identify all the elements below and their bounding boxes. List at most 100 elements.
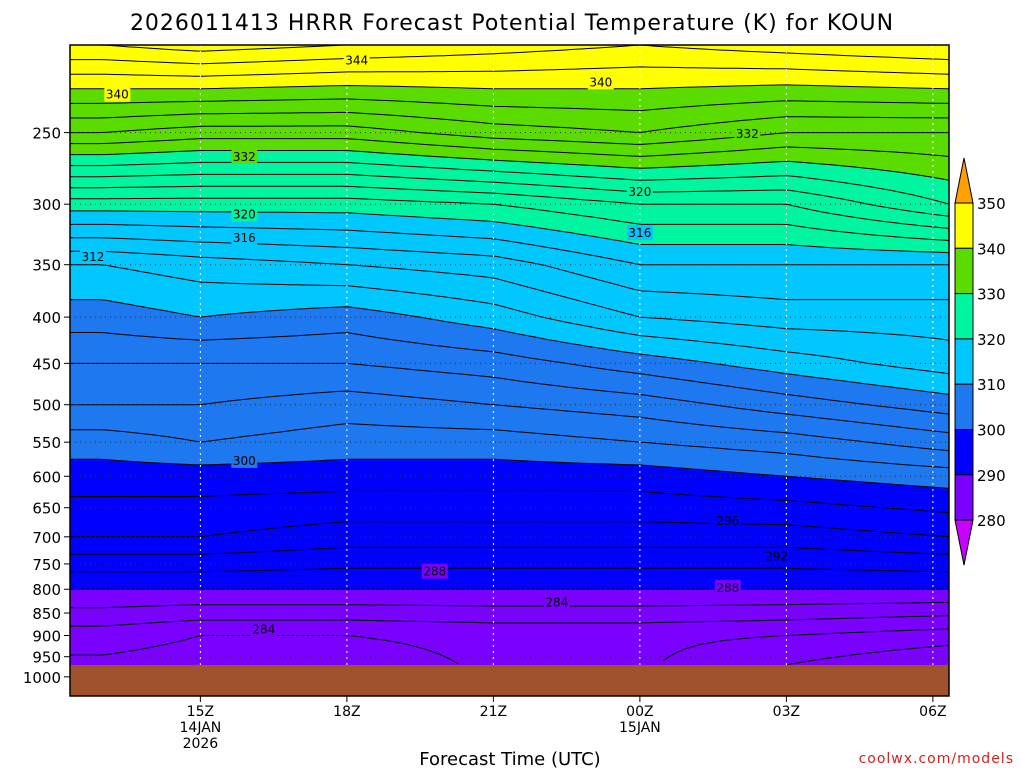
contour-label: 312 [81,250,104,264]
theta-contour [70,197,949,241]
contour-label: 332 [736,127,759,141]
y-tick-label: 950 [32,649,61,667]
y-tick-label: 650 [32,500,61,518]
contour-label-bg [587,74,614,90]
contour-label: 316 [628,226,651,240]
x-tick-label: 15Z [187,704,214,720]
theta-contour [70,161,949,205]
theta-contour [70,210,949,254]
colorbar-label: 280 [977,512,1006,530]
contour-label: 292 [765,550,788,564]
colorbar-segment [954,474,974,521]
x-tick-label: 14JAN [180,720,222,736]
colorbar-label: 310 [977,376,1006,394]
contour-label-bg [714,579,741,595]
theta-contour [70,45,949,65]
contour-label: 288 [716,581,739,595]
contour-label-bg [734,126,761,142]
colorbar-segment [954,429,974,476]
y-tick-label: 250 [32,125,61,143]
contour-label: 320 [628,185,651,199]
x-tick-label: 21Z [480,704,507,720]
theta-contour [70,264,949,375]
contour-label: 284 [545,595,568,609]
theta-contour [70,567,949,573]
theta-contours [70,45,949,666]
contour-label: 288 [423,565,446,579]
contour-label: 332 [233,150,256,164]
contour-label-bg [231,206,258,222]
contour-label: 344 [345,53,368,67]
contour-label: 316 [233,231,256,245]
colorbar-segment [954,293,974,340]
theta-contour [70,84,949,90]
colorbar-arrow-top [954,157,974,204]
contour-label-bg [421,563,448,579]
colorbar: 350 340 330 320 310 300 290 280 [954,157,1006,566]
y-tick-label: 900 [32,627,61,645]
colorbar-label: 300 [977,422,1006,440]
chart-title: 2026011413 HRRR Forecast Potential Tempe… [130,11,894,36]
ground-fill [70,664,949,696]
contour-label-bg [250,621,277,637]
y-tick-label: 350 [32,257,61,275]
y-tick-label: 850 [32,605,61,623]
colorbar-label: 330 [977,286,1006,304]
theta-contour [70,173,949,217]
contour-label-bg [763,548,790,564]
theta-contour [70,521,949,538]
theta-contour [70,615,949,627]
y-tick-label: 700 [32,529,61,547]
contour-label-bg [626,184,653,200]
theta-contour [70,111,949,133]
y-tick-label: 600 [32,468,61,486]
x-tick-label: 03Z [773,704,800,720]
contour-label: 284 [252,622,275,636]
colorbar-label: 290 [977,467,1006,485]
contour-label-bg [543,594,570,610]
plot-frame [69,44,950,697]
colorbar-segment [954,383,974,431]
y-tick-label: 300 [32,196,61,214]
theta-contour [70,546,949,555]
contour-label: 296 [716,514,739,528]
colorbar-label: 340 [977,240,1006,258]
contour-label-bg [104,86,131,102]
y-tick-label: 800 [32,581,61,599]
theta-contour [70,150,949,181]
theta-contour [70,490,949,514]
theta-contour [70,66,949,77]
contour-label: 300 [233,454,256,468]
plot-grid [70,45,949,696]
contour-label-bg [231,148,258,164]
colorbar-arrow-bottom [954,519,974,566]
theta-contour [70,299,949,395]
x-axis-label: Forecast Time (UTC) [419,749,600,768]
x-tick-label: 2026 [183,736,219,752]
credit-text: coolwx.com/models [859,751,1014,767]
colorbar-segment [954,247,974,295]
theta-contour [70,223,949,266]
theta-contour [70,332,949,415]
y-tick-label: 750 [32,556,61,574]
contour-label-bg [79,248,106,264]
contour-label-bg [626,225,653,241]
theta-contour [70,390,949,452]
x-tick-label: 00Z [626,704,653,720]
contour-label: 340 [589,75,612,89]
colorbar-segment [954,338,974,385]
theta-contour [70,45,342,52]
theta-contour [70,362,949,434]
theta-contour [663,628,949,662]
contour-labels: 344 340 340 332 332 320 320 316 316 312 300 296 292 2… [79,52,790,637]
theta-contour [70,237,949,301]
contour-label-bg [714,512,741,528]
theta-contour [70,250,949,341]
theta-contour [70,185,949,229]
theta-contour [70,602,949,609]
x-tick-label: 15JAN [619,720,661,736]
y-tick-label: 550 [32,434,61,452]
theta-contour [70,458,949,489]
